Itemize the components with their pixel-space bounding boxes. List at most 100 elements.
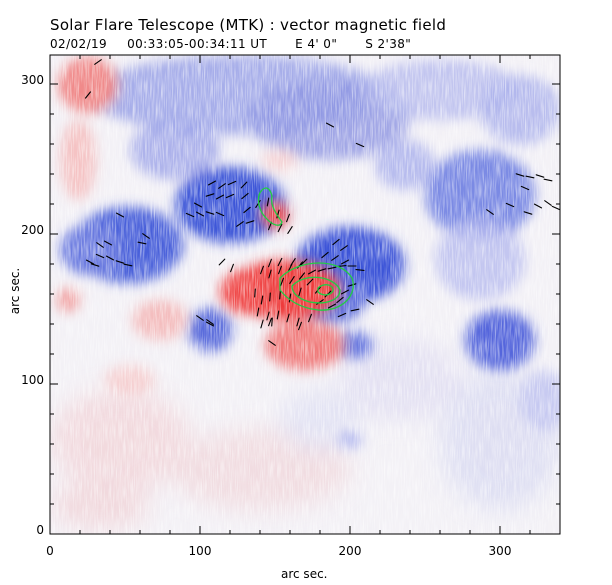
field-vector <box>289 276 295 284</box>
field-vector <box>298 287 302 297</box>
field-vector <box>268 340 276 346</box>
field-vector <box>260 319 264 329</box>
field-vector <box>205 211 215 215</box>
field-vector <box>298 321 302 331</box>
field-vector <box>266 311 270 321</box>
field-vector <box>347 283 357 287</box>
field-vector <box>286 213 290 223</box>
field-vector <box>205 321 215 327</box>
field-vector <box>366 299 374 305</box>
field-vector <box>96 242 104 248</box>
field-vector <box>277 223 283 233</box>
y-axis-label: arc sec. <box>8 267 23 315</box>
field-vector <box>317 268 327 272</box>
y-tick-100: 100 <box>21 373 44 387</box>
x-tick-0: 0 <box>46 544 54 558</box>
field-vector <box>523 211 533 215</box>
plot-title: Solar Flare Telescope (MTK) : vector mag… <box>50 16 447 34</box>
magnetogram-field <box>50 55 560 534</box>
field-vector <box>256 307 260 317</box>
field-vector <box>340 245 348 251</box>
field-vector <box>355 142 365 148</box>
y-tick-300: 300 <box>21 73 44 87</box>
intensity-contours <box>257 187 354 311</box>
field-vector <box>260 295 264 305</box>
field-vector <box>286 313 290 323</box>
field-vectors <box>84 59 560 346</box>
field-vector <box>340 289 350 295</box>
field-vector <box>543 178 553 182</box>
field-vector <box>243 206 251 214</box>
field-vector <box>350 308 360 312</box>
observation-longitude: E 4' 0" <box>295 37 338 51</box>
field-vector <box>336 296 344 304</box>
field-vector <box>241 192 249 200</box>
field-vector <box>278 265 282 275</box>
field-vector <box>276 209 280 219</box>
field-vector <box>225 193 235 199</box>
field-vector <box>288 293 292 303</box>
field-vector <box>207 180 217 186</box>
field-vector <box>215 211 225 217</box>
field-vector <box>215 194 225 200</box>
field-vector <box>137 241 147 245</box>
field-vector <box>276 310 280 320</box>
field-vector <box>515 173 525 177</box>
field-vector <box>486 209 494 215</box>
field-vector <box>279 290 281 300</box>
field-vector <box>280 277 284 287</box>
field-vector <box>195 211 205 217</box>
field-vector <box>260 265 264 275</box>
field-vector <box>115 212 125 218</box>
field-vector <box>185 212 195 218</box>
field-vector <box>268 269 272 279</box>
field-vector <box>331 255 339 261</box>
observation-date: 02/02/19 <box>50 37 108 51</box>
field-vector <box>268 221 272 231</box>
field-vector <box>332 238 340 246</box>
field-vector <box>193 202 203 208</box>
field-vector <box>300 258 308 266</box>
field-vector <box>327 266 337 270</box>
y-tick-0: 0 <box>36 523 44 537</box>
field-vector <box>505 202 515 208</box>
field-vector <box>544 200 552 206</box>
tick-labels: 0 100 200 300 0 100 200 300 <box>21 73 511 558</box>
field-vector <box>227 180 237 186</box>
field-vector <box>236 221 244 227</box>
field-vector <box>254 288 256 298</box>
field-vector <box>90 263 100 267</box>
field-vector <box>287 226 293 234</box>
field-vector <box>535 174 545 178</box>
field-vector <box>307 269 317 275</box>
field-vector <box>94 59 102 65</box>
field-vector <box>95 253 105 259</box>
field-vector <box>337 265 347 267</box>
field-vector <box>206 319 214 325</box>
axis-ticks <box>49 55 561 535</box>
y-tick-200: 200 <box>21 223 44 237</box>
field-vector <box>142 233 150 239</box>
field-vector <box>84 91 92 99</box>
field-vector <box>105 255 115 261</box>
field-vector <box>308 313 312 323</box>
field-vector <box>340 259 350 265</box>
field-vector <box>321 251 329 259</box>
field-vector <box>196 315 204 321</box>
field-vector <box>218 258 226 266</box>
x-tick-200: 200 <box>339 544 362 558</box>
field-vector <box>533 203 543 209</box>
field-vector <box>296 317 300 327</box>
observation-info: 02/02/19 00:33:05-00:34:11 UT E 4' 0" S 2'3… <box>50 37 411 51</box>
field-vector <box>103 240 113 246</box>
field-vector <box>85 259 95 265</box>
observation-latitude: S 2'38" <box>365 37 412 51</box>
field-vector <box>520 185 530 191</box>
field-vector <box>218 183 226 189</box>
field-vector <box>268 258 272 268</box>
field-vector <box>205 193 215 197</box>
x-axis-label: arc sec. <box>281 567 328 581</box>
field-vector <box>277 257 283 267</box>
field-vector <box>230 263 234 273</box>
